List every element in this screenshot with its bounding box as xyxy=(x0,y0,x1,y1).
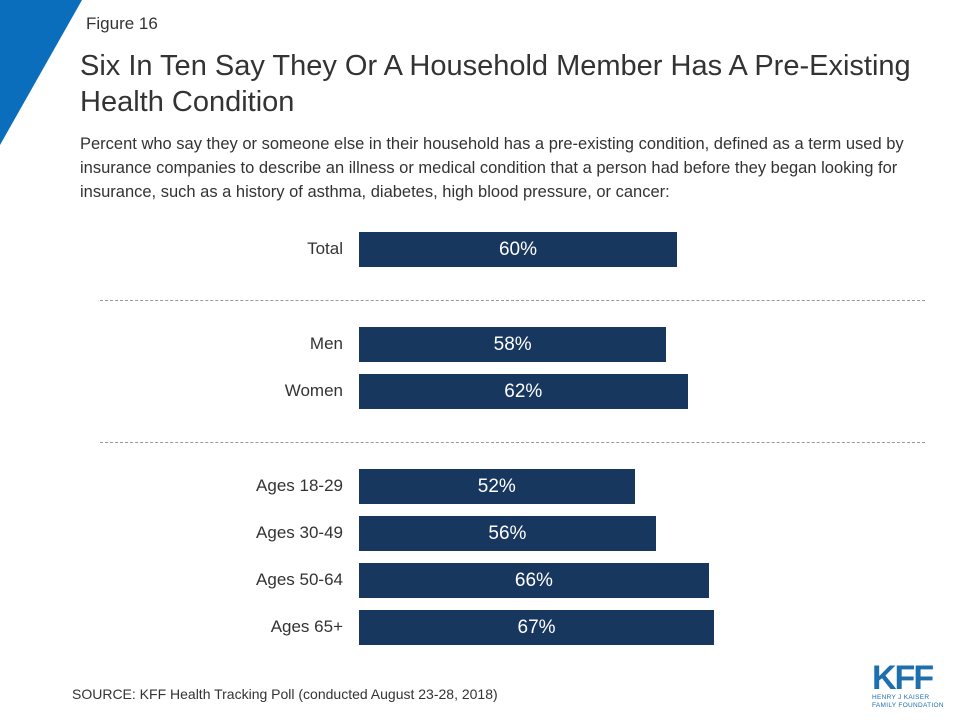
bar-value-label: 66% xyxy=(514,570,553,591)
bar: 56% xyxy=(359,516,656,551)
bar: 58% xyxy=(359,327,667,362)
category-label: Ages 50-64 xyxy=(256,570,343,589)
bar-value-label: 67% xyxy=(517,617,556,638)
bar: 66% xyxy=(359,563,709,598)
bar-chart: Total 60% Men 58% Women 62% Ages 18-29 52% Ages … xyxy=(0,220,960,660)
figure-label: Figure 16 xyxy=(86,14,158,33)
category-label: Ages 65+ xyxy=(270,617,343,636)
bar: 62% xyxy=(359,374,688,409)
bar: 60% xyxy=(359,232,677,267)
bar: 67% xyxy=(359,610,715,645)
bar-value-label: 56% xyxy=(488,523,527,544)
category-label: Men xyxy=(309,334,343,353)
source-note: SOURCE: KFF Health Tracking Poll (conduc… xyxy=(72,686,498,702)
corner-accent-triangle xyxy=(0,0,82,145)
bar-value-label: 60% xyxy=(498,239,538,260)
category-label: Total xyxy=(307,239,343,258)
page-title: Six In Ten Say They Or A Household Membe… xyxy=(80,50,911,118)
kff-logo-mark: KFF xyxy=(872,659,934,697)
bar-value-label: 62% xyxy=(504,381,543,402)
category-label: Women xyxy=(284,381,343,400)
chart-subtitle: Percent who say they or someone else in … xyxy=(80,135,904,201)
kff-logo-line2: FAMILY FOUNDATION xyxy=(872,702,944,709)
kff-logo: KFF HENRY J KAISER FAMILY FOUNDATION xyxy=(872,659,948,710)
group-divider xyxy=(100,442,925,443)
bar: 52% xyxy=(359,469,635,504)
bar-value-label: 58% xyxy=(493,334,532,355)
category-label: Ages 30-49 xyxy=(256,523,343,542)
kff-logo-line1: HENRY J KAISER xyxy=(872,694,930,701)
bar-value-label: 52% xyxy=(477,476,516,497)
group-divider xyxy=(100,300,925,301)
category-label: Ages 18-29 xyxy=(256,476,343,495)
